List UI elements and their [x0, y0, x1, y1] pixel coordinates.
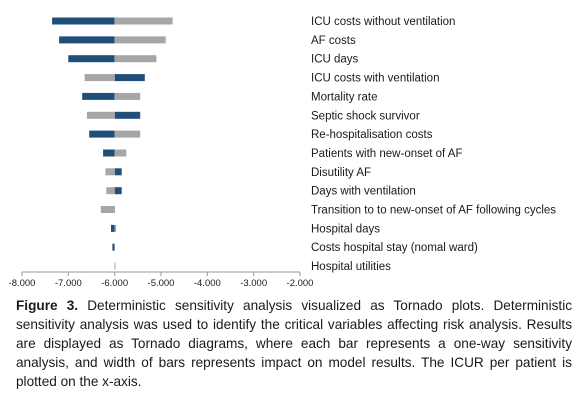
bar-light-6	[114, 130, 141, 138]
bar-light-13	[114, 262, 116, 270]
bar-dark-7	[103, 149, 115, 157]
tornado-chart: -8.000 -7.000 -6.000 -5.000 -4.000 -3.000 -2.0…	[9, 16, 557, 289]
category-label: Patients with new-onset of AF	[311, 148, 463, 160]
category-label: Mortality rate	[311, 91, 377, 103]
bar-dark-0	[52, 17, 115, 25]
bar-dark-6	[89, 130, 115, 138]
bar-light-8	[105, 168, 115, 176]
x-axis-ticks: -8.000 -7.000 -6.000 -5.000 -4.000 -3.000 -2.0…	[9, 272, 314, 289]
category-label: AF costs	[311, 35, 356, 47]
bar-light-9	[106, 187, 115, 195]
x-tick-label: -3.000	[240, 278, 267, 289]
category-label: Hospital days	[311, 223, 380, 235]
category-label: ICU costs without ventilation	[311, 16, 455, 28]
caption-text: Deterministic sensitivity analysis visua…	[16, 298, 573, 389]
bar-dark-4	[82, 92, 115, 100]
bar-dark-11	[111, 224, 115, 232]
bar-dark-12	[112, 243, 115, 251]
bar-light-5	[86, 111, 115, 119]
bar-light-0	[114, 17, 173, 25]
bar-light-1	[114, 36, 166, 44]
category-label: Days with ventilation	[311, 186, 416, 198]
category-label: Disutility AF	[311, 167, 371, 179]
bar-light-4	[114, 92, 141, 100]
x-tick-label: -2.000	[287, 278, 314, 289]
category-labels: ICU costs without ventilation AF costs ICU…	[311, 16, 556, 273]
bars-group	[52, 17, 173, 270]
category-label: ICU days	[311, 54, 359, 66]
category-label: Re-hospitalisation costs	[311, 129, 433, 141]
category-label: Septic shock survivor	[311, 110, 420, 122]
caption-label: Figure 3.	[16, 298, 79, 313]
bar-light-11	[114, 224, 117, 232]
x-tick-label: -5.000	[148, 278, 175, 289]
bar-dark-9	[114, 187, 122, 195]
bar-dark-3	[114, 74, 145, 82]
x-tick-label: -4.000	[194, 278, 221, 289]
bar-light-10	[100, 206, 115, 213]
category-label: ICU costs with ventilation	[311, 73, 439, 85]
bar-dark-1	[59, 36, 115, 44]
bar-light-12	[114, 243, 115, 251]
figure-caption: Figure 3. Deterministic sensitivity anal…	[16, 296, 572, 391]
category-label: Transition to to new-onset of AF followi…	[311, 205, 556, 217]
x-tick-label: -7.000	[55, 278, 82, 289]
category-label: Costs hospital stay (nomal ward)	[311, 242, 478, 254]
bar-light-2	[114, 55, 157, 63]
bar-dark-2	[68, 55, 115, 63]
bar-dark-5	[114, 111, 141, 119]
bar-light-7	[114, 149, 127, 157]
x-tick-label: -8.000	[9, 278, 36, 289]
category-label: Hospital utilities	[311, 261, 391, 273]
bar-dark-8	[114, 168, 122, 176]
x-tick-label: -6.000	[101, 278, 128, 289]
bar-light-3	[84, 74, 115, 82]
